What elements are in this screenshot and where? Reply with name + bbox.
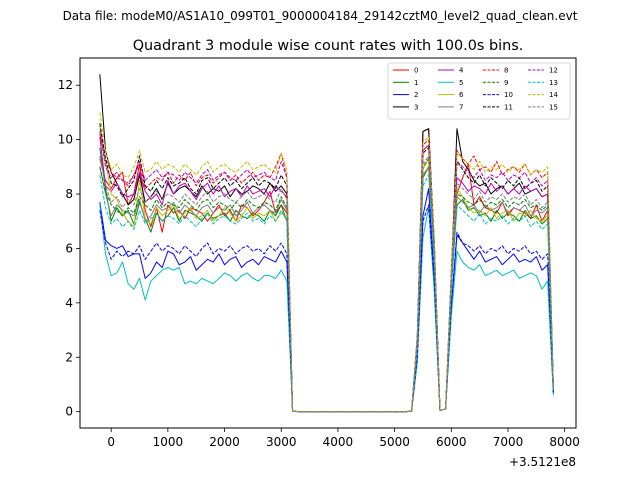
y-tick-label: 2	[65, 350, 73, 364]
legend-label-11: 11	[504, 103, 513, 111]
series-line-10	[99, 204, 554, 413]
suptitle: Data file: modeM0/AS1A10_099T01_90000041…	[63, 9, 578, 23]
chart-title: Quadrant 3 module wise count rates with …	[133, 38, 524, 54]
plot-frame	[79, 57, 577, 429]
y-tick-label: 0	[65, 405, 73, 419]
y-tick-label: 4	[65, 296, 73, 310]
legend-label-5: 5	[459, 79, 463, 87]
series-line-15	[99, 155, 554, 413]
legend-label-0: 0	[414, 67, 418, 75]
legend-label-10: 10	[504, 91, 513, 99]
x-tick-label: 3000	[266, 435, 297, 449]
x-tick-label: 4000	[323, 435, 354, 449]
x-tick-label: 5000	[379, 435, 410, 449]
series-layer	[99, 74, 554, 413]
legend-label-1: 1	[414, 79, 418, 87]
legend-frame	[387, 62, 571, 120]
y-tick-label: 12	[58, 78, 73, 92]
x-tick-label: 8000	[549, 435, 580, 449]
legend-label-2: 2	[414, 91, 418, 99]
legend-label-7: 7	[459, 103, 463, 111]
legend-label-3: 3	[414, 103, 418, 111]
x-tick-label: 6000	[436, 435, 467, 449]
legend-label-13: 13	[549, 79, 558, 87]
x-tick-label: 0	[107, 435, 115, 449]
y-tick-label: 10	[58, 133, 73, 147]
y-tick-label: 6	[65, 241, 73, 255]
axes-layer: 0 1000 2000 3000 4000 5000 6000 7000 8000 0 2 4 6 8 10…	[58, 78, 580, 449]
x-tick-label: 1000	[153, 435, 184, 449]
x-offset-label: +3.5121e8	[509, 455, 576, 469]
legend-label-4: 4	[459, 67, 464, 75]
legend-label-9: 9	[504, 79, 508, 87]
x-tick-label: 2000	[209, 435, 240, 449]
legend-label-6: 6	[459, 91, 464, 99]
legend-label-14: 14	[549, 91, 558, 99]
y-tick-label: 8	[65, 187, 73, 201]
x-tick-label: 7000	[493, 435, 524, 449]
legend-label-15: 15	[549, 103, 558, 111]
legend-label-12: 12	[549, 67, 558, 75]
legend-label-8: 8	[504, 67, 508, 75]
